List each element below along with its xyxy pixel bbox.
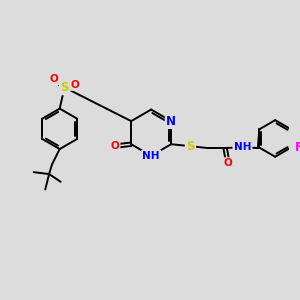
Text: S: S (60, 81, 69, 94)
Text: O: O (71, 80, 80, 89)
Text: N: N (166, 115, 176, 128)
Text: O: O (50, 74, 58, 84)
Text: O: O (224, 158, 232, 169)
Text: NH: NH (234, 142, 251, 152)
Text: S: S (186, 140, 195, 153)
Text: O: O (110, 141, 119, 151)
Text: F: F (295, 141, 300, 154)
Text: NH: NH (142, 151, 160, 161)
